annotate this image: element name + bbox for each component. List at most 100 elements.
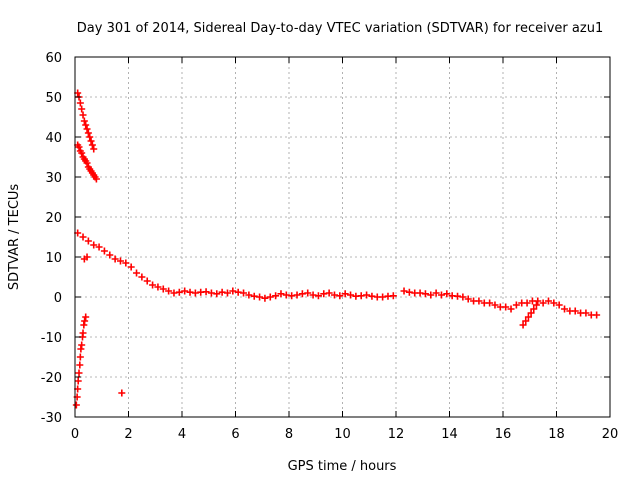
data-point: [79, 111, 87, 119]
data-point: [427, 291, 435, 299]
data-point: [544, 297, 552, 305]
data-point: [159, 285, 167, 293]
data-point: [143, 277, 151, 285]
data-point: [90, 241, 98, 249]
series-5: [72, 313, 90, 409]
data-point: [336, 292, 344, 300]
data-point: [539, 299, 547, 307]
data-point: [79, 233, 87, 241]
data-point: [165, 287, 173, 295]
data-point: [223, 289, 231, 297]
data-point: [100, 247, 108, 255]
data-point: [181, 287, 189, 295]
data-point: [81, 317, 89, 325]
data-point: [400, 287, 408, 295]
data-point: [421, 290, 429, 298]
y-tick-label: -20: [41, 371, 62, 386]
data-point: [76, 353, 84, 361]
y-tick-label: 30: [45, 171, 62, 186]
data-point: [229, 287, 237, 295]
x-tick-label: 20: [602, 427, 619, 442]
data-point: [74, 377, 82, 385]
data-point: [459, 293, 467, 301]
data-point: [272, 292, 280, 300]
data-point: [82, 313, 90, 321]
y-tick-label: 60: [45, 51, 62, 66]
data-point: [78, 149, 86, 157]
data-point: [293, 291, 301, 299]
x-tick-label: 10: [334, 427, 351, 442]
y-tick-label: -10: [41, 331, 62, 346]
x-axis-label: GPS time / hours: [288, 459, 397, 474]
x-tick-label: 8: [285, 427, 293, 442]
data-point: [571, 307, 579, 315]
data-point: [76, 361, 84, 369]
data-point: [111, 255, 119, 263]
data-point: [77, 345, 85, 353]
series-1: [74, 141, 100, 183]
data-point: [202, 288, 210, 296]
x-tick-label: 6: [231, 427, 239, 442]
data-point: [154, 283, 162, 291]
data-point: [78, 341, 86, 349]
data-point: [443, 290, 451, 298]
x-tick-label: 16: [495, 427, 512, 442]
data-point: [149, 281, 157, 289]
data-points: [72, 89, 601, 409]
data-point: [122, 259, 130, 267]
y-tick-labels: -30 -20 -10 0 10 20 30 40 50 60: [41, 51, 62, 426]
data-point: [519, 321, 527, 329]
data-point: [491, 301, 499, 309]
y-tick-label: 10: [45, 251, 62, 266]
data-point: [524, 313, 532, 321]
grid-lines: [75, 57, 610, 417]
data-point: [138, 273, 146, 281]
data-point: [363, 291, 371, 299]
y-tick-label: 50: [45, 91, 62, 106]
data-point: [72, 401, 80, 409]
data-point: [83, 125, 91, 133]
data-point: [261, 294, 269, 302]
data-point: [83, 159, 91, 167]
y-tick-label: 20: [45, 211, 62, 226]
data-point: [523, 299, 531, 307]
data-point: [88, 141, 96, 149]
data-point: [118, 389, 126, 397]
data-point: [534, 297, 542, 305]
data-point: [83, 253, 91, 261]
data-point: [593, 311, 601, 319]
data-point: [78, 105, 86, 113]
x-tick-label: 0: [71, 427, 79, 442]
data-point: [347, 291, 355, 299]
chart-title: Day 301 of 2014, Sidereal Day-to-day VTE…: [77, 21, 603, 36]
data-point: [389, 292, 397, 300]
data-point: [256, 293, 264, 301]
data-point: [341, 290, 349, 298]
x-tick-label: 4: [178, 427, 186, 442]
data-point: [133, 269, 141, 277]
data-point: [245, 291, 253, 299]
y-axis-label: SDTVAR / TECUs: [7, 184, 22, 291]
x-tick-labels: 0 2 4 6 8 10 12 14 16 18 20: [71, 427, 618, 442]
data-point: [240, 289, 248, 297]
axis-ticks: [74, 56, 611, 418]
x-tick-label: 18: [548, 427, 565, 442]
data-point: [75, 143, 83, 151]
data-point: [84, 129, 92, 137]
data-point: [522, 317, 530, 325]
data-point: [92, 175, 100, 183]
data-point: [325, 289, 333, 297]
data-point: [84, 237, 92, 245]
data-point: [86, 133, 94, 141]
x-tick-label: 14: [441, 427, 458, 442]
data-point: [582, 309, 590, 317]
data-point: [512, 301, 520, 309]
data-point: [532, 301, 540, 309]
data-point: [550, 299, 558, 307]
data-point: [87, 137, 95, 145]
series-6: [80, 253, 126, 397]
data-point: [475, 297, 483, 305]
data-point: [76, 99, 84, 107]
y-tick-label: -30: [41, 411, 62, 426]
